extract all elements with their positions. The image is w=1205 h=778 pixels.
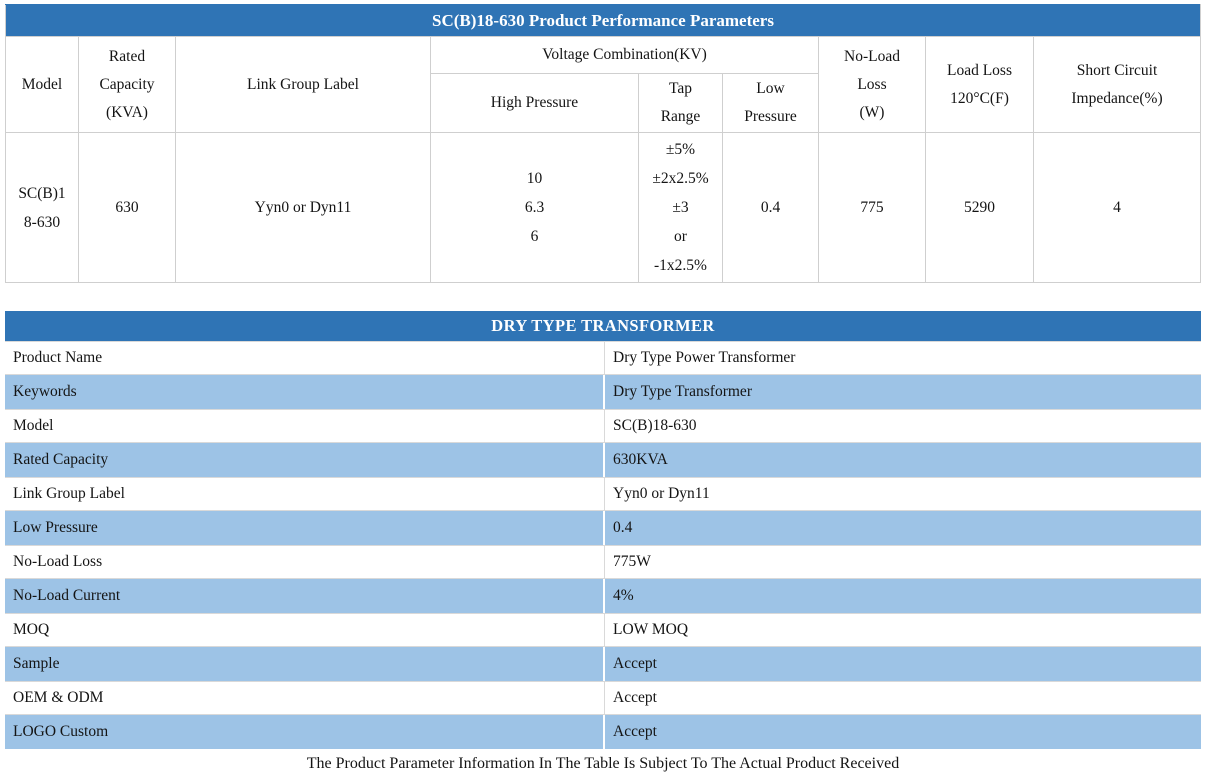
spec-row-no-load-current: No-Load Current 4% [5,579,1201,613]
cell-link-group-label: Yyn0 or Dyn11 [175,132,431,283]
spec-label: LOGO Custom [5,715,605,749]
spec-label: Rated Capacity [5,443,605,477]
col-header-tap-range: Tap Range [638,73,723,133]
performance-data-row: SC(B)1 8-630 630 Yyn0 or Dyn11 10 6.3 6 … [5,132,1202,283]
spec-label: MOQ [5,613,605,647]
spec-footer-note: The Product Parameter Information In The… [5,749,1201,778]
spec-label: Low Pressure [5,511,605,545]
cell-model: SC(B)1 8-630 [5,132,79,283]
spec-label: Product Name [5,341,605,375]
spec-row-model: Model SC(B)18-630 [5,409,1201,443]
spec-row-oem-odm: OEM & ODM Accept [5,681,1201,715]
spec-label: No-Load Current [5,579,605,613]
cell-tap-range: ±5% ±2x2.5% ±3 or -1x2.5% [638,132,723,283]
spec-table: DRY TYPE TRANSFORMER Product Name Dry Ty… [5,311,1201,778]
spec-row-rated-capacity: Rated Capacity 630KVA [5,443,1201,477]
spec-value: Yyn0 or Dyn11 [605,477,1201,511]
col-header-load-loss: Load Loss 120°C(F) [925,36,1034,133]
spec-table-title: DRY TYPE TRANSFORMER [5,311,1201,341]
performance-header-row-2: High Pressure Tap Range Low Pressure [6,73,1201,133]
spec-value: 630KVA [605,443,1201,477]
spec-row-keywords: Keywords Dry Type Transformer [5,375,1201,409]
spec-value: 775W [605,545,1201,579]
col-header-model: Model [5,36,79,133]
cell-rated-capacity: 630 [78,132,176,283]
spec-row-low-pressure: Low Pressure 0.4 [5,511,1201,545]
cell-no-load-loss: 775 [818,132,926,283]
spec-label: Sample [5,647,605,681]
spec-value: LOW MOQ [605,613,1201,647]
cell-high-pressure: 10 6.3 6 [430,132,639,283]
spec-row-moq: MOQ LOW MOQ [5,613,1201,647]
spec-value: 4% [605,579,1201,613]
spec-footer-row: The Product Parameter Information In The… [5,749,1201,778]
spec-row-logo-custom: LOGO Custom Accept [5,715,1201,749]
col-header-low-pressure: Low Pressure [722,73,819,133]
spec-label: No-Load Loss [5,545,605,579]
cell-load-loss: 5290 [925,132,1034,283]
spec-value: Dry Type Transformer [605,375,1201,409]
col-header-high-pressure: High Pressure [430,73,639,133]
performance-header-row-1: Model Rated Capacity (KVA) Link Group La… [5,36,1202,133]
spec-value: Accept [605,647,1201,681]
spec-title-row: DRY TYPE TRANSFORMER [5,311,1201,341]
spec-row-product-name: Product Name Dry Type Power Transformer [5,341,1201,375]
spec-value: SC(B)18-630 [605,409,1201,443]
spec-value: Accept [605,715,1201,749]
performance-title-row: SC(B)18-630 Product Performance Paramete… [4,4,1202,37]
performance-table: SC(B)18-630 Product Performance Paramete… [4,4,1202,283]
col-header-no-load-loss: No-Load Loss (W) [818,36,926,133]
spec-value: Accept [605,681,1201,715]
spec-label: Keywords [5,375,605,409]
spec-row-sample: Sample Accept [5,647,1201,681]
spec-label: Link Group Label [5,477,605,511]
spec-label: Model [5,409,605,443]
spec-label: OEM & ODM [5,681,605,715]
cell-short-circuit-impedance: 4 [1032,132,1202,283]
spec-value: 0.4 [605,511,1201,545]
spec-value: Dry Type Power Transformer [605,341,1201,375]
col-header-rated-capacity: Rated Capacity (KVA) [78,36,176,133]
performance-table-title: SC(B)18-630 Product Performance Paramete… [4,4,1202,37]
spec-row-link-group-label: Link Group Label Yyn0 or Dyn11 [5,477,1201,511]
col-header-voltage-combination: Voltage Combination(KV) [430,36,819,74]
col-header-link-group-label: Link Group Label [175,36,431,133]
spec-row-no-load-loss: No-Load Loss 775W [5,545,1201,579]
col-header-short-circuit-impedance: Short Circuit Impedance(%) [1032,36,1202,133]
cell-low-pressure: 0.4 [722,132,819,283]
